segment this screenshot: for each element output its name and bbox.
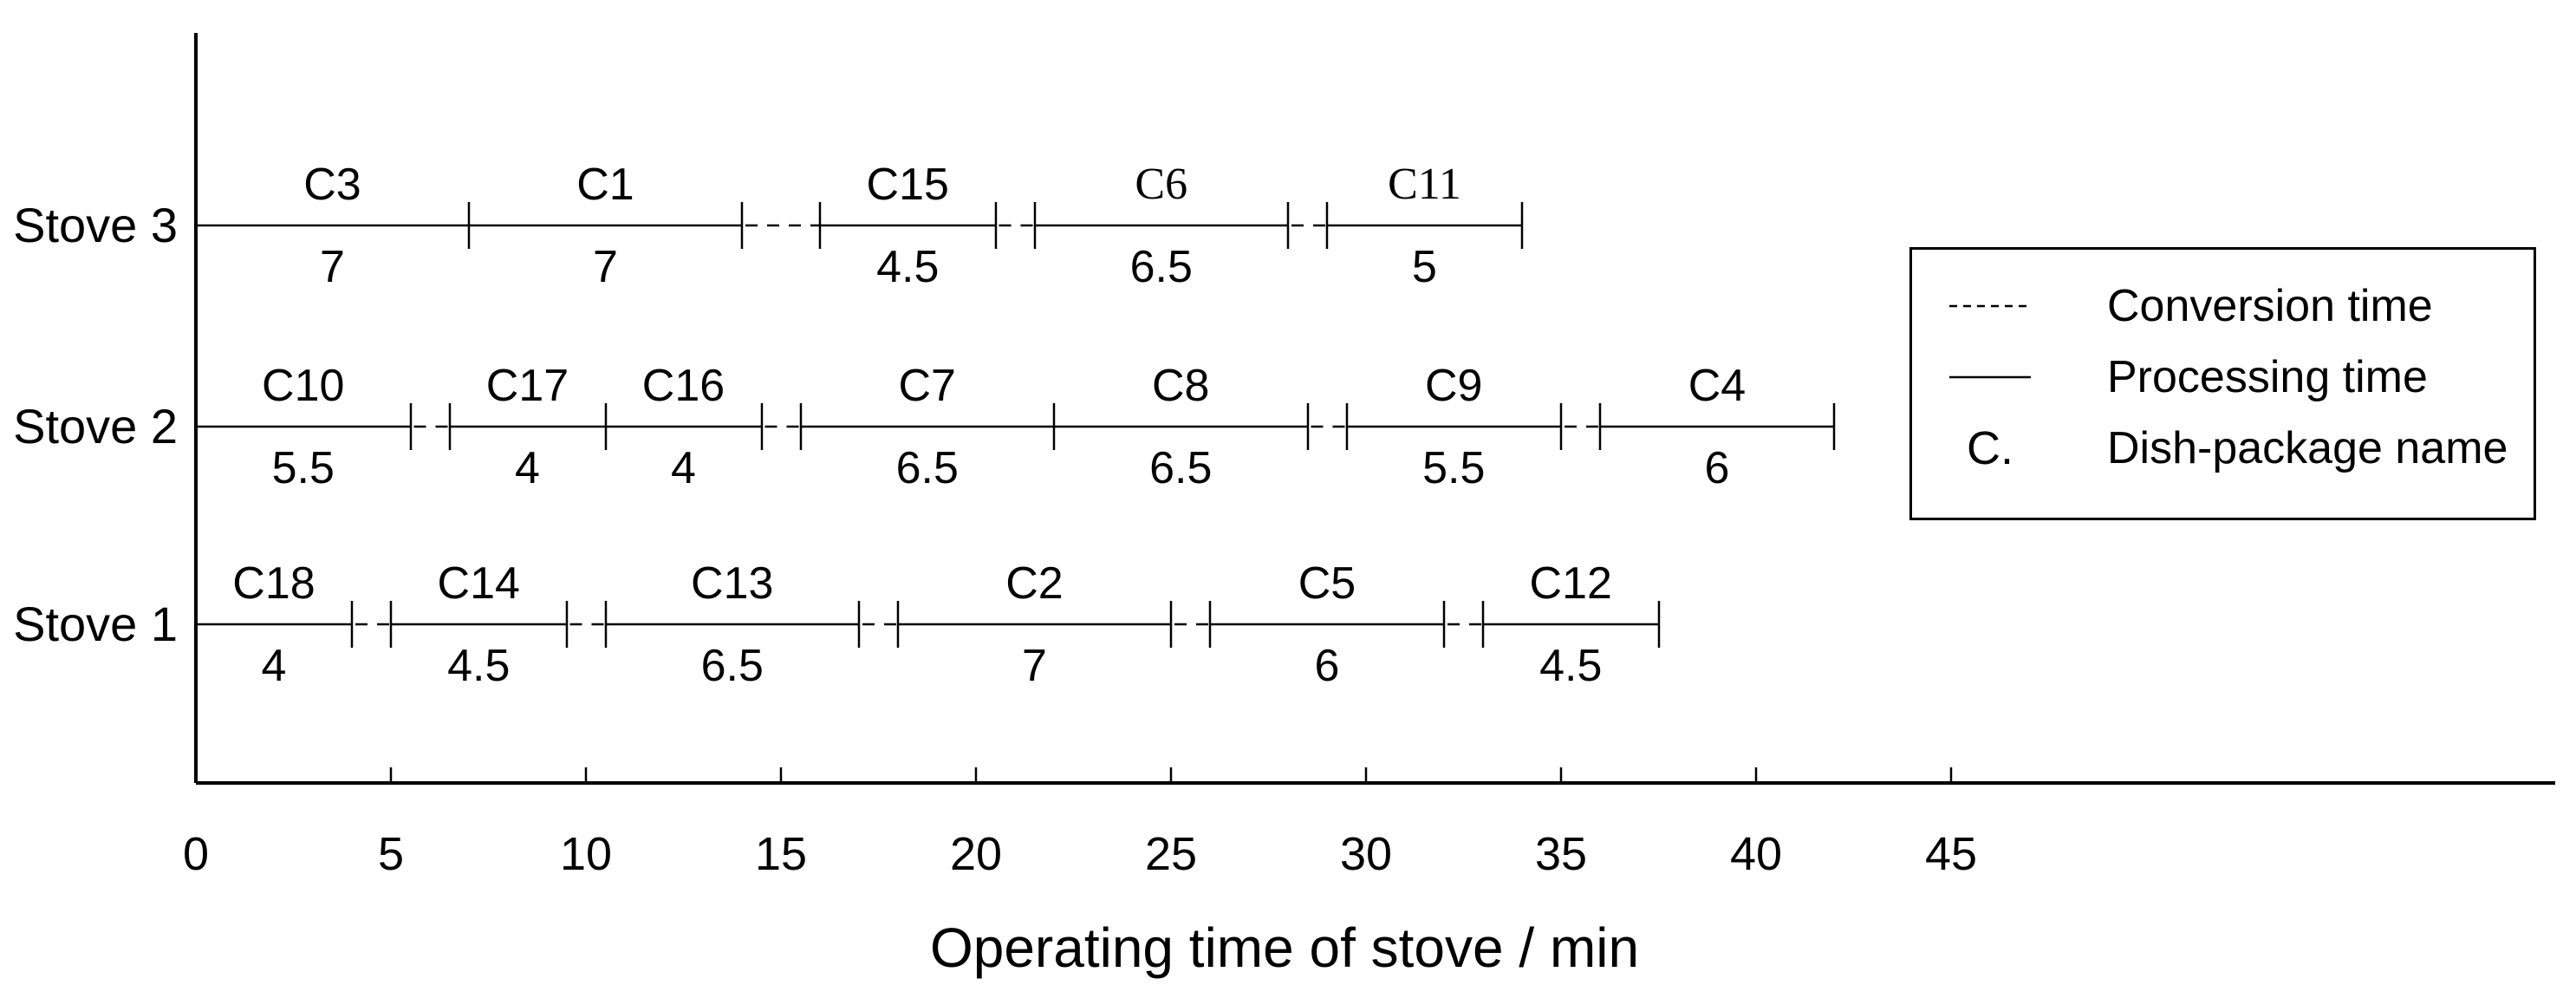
x-axis-tick-label: 25 bbox=[1144, 828, 1198, 880]
x-axis-tick-label: 35 bbox=[1534, 828, 1588, 880]
duration-label: 6.5 bbox=[700, 641, 764, 691]
duration-label: 7 bbox=[320, 242, 345, 292]
x-axis-tick-label: 10 bbox=[559, 828, 613, 880]
dish-name-label: C2 bbox=[1005, 558, 1064, 609]
dish-name-label: C14 bbox=[437, 558, 520, 609]
stove-label: Stove 1 bbox=[13, 597, 178, 651]
duration-label: 4.5 bbox=[447, 641, 511, 691]
legend-label-dish-package-name: Dish-package name bbox=[2107, 423, 2508, 473]
x-axis-tick-label: 30 bbox=[1339, 828, 1393, 880]
dish-name-label: C1 bbox=[576, 160, 634, 210]
duration-label: 7 bbox=[1022, 641, 1047, 691]
legend-solid-line-symbol bbox=[1912, 375, 2068, 380]
x-axis-tick-label: 15 bbox=[754, 828, 808, 880]
dish-name-label: C10 bbox=[262, 361, 345, 411]
duration-label: 6 bbox=[1704, 443, 1730, 493]
duration-label: 6.5 bbox=[1129, 242, 1193, 292]
dish-name-label: C8 bbox=[1152, 361, 1210, 411]
duration-label: 4 bbox=[261, 641, 287, 691]
duration-label: 4 bbox=[515, 443, 540, 493]
legend-label-processing-time: Processing time bbox=[2107, 352, 2428, 402]
dish-name-label: C5 bbox=[1298, 558, 1356, 609]
duration-label: 6.5 bbox=[1149, 443, 1213, 493]
duration-label: 4.5 bbox=[876, 242, 940, 292]
dish-name-label: C15 bbox=[866, 160, 949, 210]
x-axis-title: Operating time of stove / min bbox=[929, 917, 1640, 979]
legend-row-conversion: Conversion time bbox=[1912, 271, 2534, 342]
duration-label: 4 bbox=[671, 443, 696, 493]
stove-label: Stove 2 bbox=[13, 399, 178, 453]
duration-label: 6 bbox=[1314, 641, 1340, 691]
dish-name-label: C11 bbox=[1388, 160, 1461, 209]
duration-label: 5.5 bbox=[1422, 443, 1486, 493]
legend-dashed-line-symbol bbox=[1912, 303, 2068, 309]
duration-label: 5.5 bbox=[271, 443, 335, 493]
duration-label: 6.5 bbox=[895, 443, 959, 493]
legend-row-dish-package: C. Dish-package name bbox=[1912, 413, 2534, 484]
legend-label-conversion-time: Conversion time bbox=[2107, 281, 2433, 331]
dish-name-label: C16 bbox=[641, 361, 725, 411]
x-axis-tick-label: 40 bbox=[1729, 828, 1783, 880]
dish-name-label: C3 bbox=[303, 160, 361, 210]
dish-name-label: C17 bbox=[485, 361, 569, 411]
duration-label: 7 bbox=[593, 242, 618, 292]
duration-label: 5 bbox=[1412, 242, 1437, 292]
x-axis-tick-label: 5 bbox=[377, 828, 405, 880]
x-axis-tick-label: 45 bbox=[1924, 828, 1978, 880]
dish-name-label: C4 bbox=[1688, 361, 1747, 411]
legend-c-symbol: C. bbox=[1967, 422, 2013, 474]
dish-name-label: C7 bbox=[898, 361, 956, 411]
dish-name-label: C12 bbox=[1529, 558, 1612, 609]
duration-label: 4.5 bbox=[1539, 641, 1603, 691]
dish-name-label: C13 bbox=[691, 558, 774, 609]
dish-name-label: C18 bbox=[232, 558, 315, 609]
x-axis-tick-label: 0 bbox=[182, 828, 210, 880]
legend-box: Conversion time Processing time C. Dish-… bbox=[1909, 247, 2536, 520]
x-axis-tick-label: 20 bbox=[949, 828, 1003, 880]
stove-label: Stove 3 bbox=[13, 198, 178, 252]
legend-row-processing: Processing time bbox=[1912, 342, 2534, 413]
dish-name-label: C6 bbox=[1135, 160, 1188, 209]
dish-name-label: C9 bbox=[1425, 361, 1483, 411]
